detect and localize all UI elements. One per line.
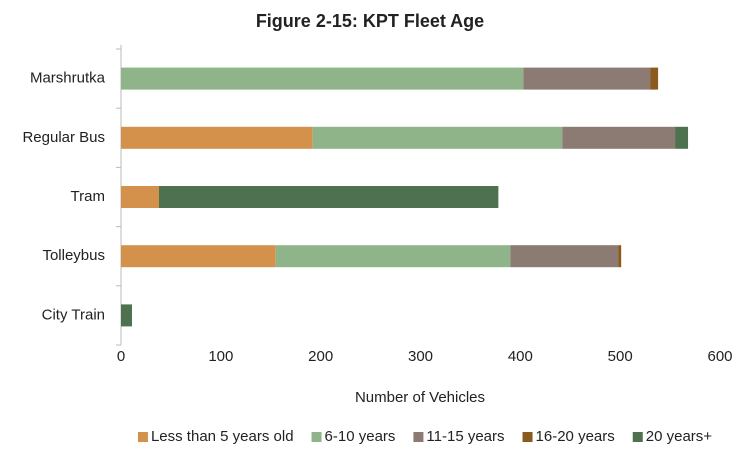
bar-segment xyxy=(275,245,511,268)
legend-label: 6-10 years xyxy=(325,428,396,445)
legend-label: Less than 5 years old xyxy=(151,428,294,445)
legend-swatch xyxy=(311,432,322,442)
x-tick-label: 400 xyxy=(508,348,533,365)
bar-segment xyxy=(121,67,524,90)
bar-segment xyxy=(158,186,499,208)
legend: Less than 5 years old 6-10 years 11-15 yea… xyxy=(137,428,713,445)
x-tick-label: 500 xyxy=(608,348,633,365)
x-tick-label: 100 xyxy=(208,348,233,365)
y-tick-label: Regular Bus xyxy=(22,129,105,146)
x-tick-label: 600 xyxy=(707,348,732,365)
y-tick-label: City Train xyxy=(42,306,105,323)
bar-segment xyxy=(121,304,132,327)
legend-label: 20 years+ xyxy=(646,428,713,445)
bar-segment xyxy=(523,67,651,90)
x-tick-label: 200 xyxy=(308,348,333,365)
legend-swatch xyxy=(137,432,148,442)
bar-segment xyxy=(650,67,659,90)
bar-segment xyxy=(675,126,689,149)
legend-label: 16-20 years xyxy=(536,428,615,445)
bar-segment xyxy=(121,186,159,208)
legend-swatch xyxy=(413,432,424,442)
bar-segment xyxy=(121,245,276,268)
legend-swatch xyxy=(522,432,533,442)
x-tick-label: 300 xyxy=(408,348,433,365)
y-tick-label: Marshrutka xyxy=(30,70,106,87)
x-tick-label: 0 xyxy=(117,348,125,365)
bar-segment xyxy=(510,245,619,268)
bar-segment xyxy=(562,126,676,149)
bar-segment xyxy=(312,126,563,149)
y-tick-label: Tram xyxy=(71,188,105,205)
chart-title: Figure 2-15: KPT Fleet Age xyxy=(256,11,484,31)
y-tick-label: Tolleybus xyxy=(42,247,105,264)
legend-label: 11-15 years xyxy=(426,428,504,445)
bar-segment xyxy=(618,245,622,268)
x-axis-title: Number of Vehicles xyxy=(355,389,485,406)
bar-segment xyxy=(121,126,313,149)
legend-swatch xyxy=(632,432,643,442)
